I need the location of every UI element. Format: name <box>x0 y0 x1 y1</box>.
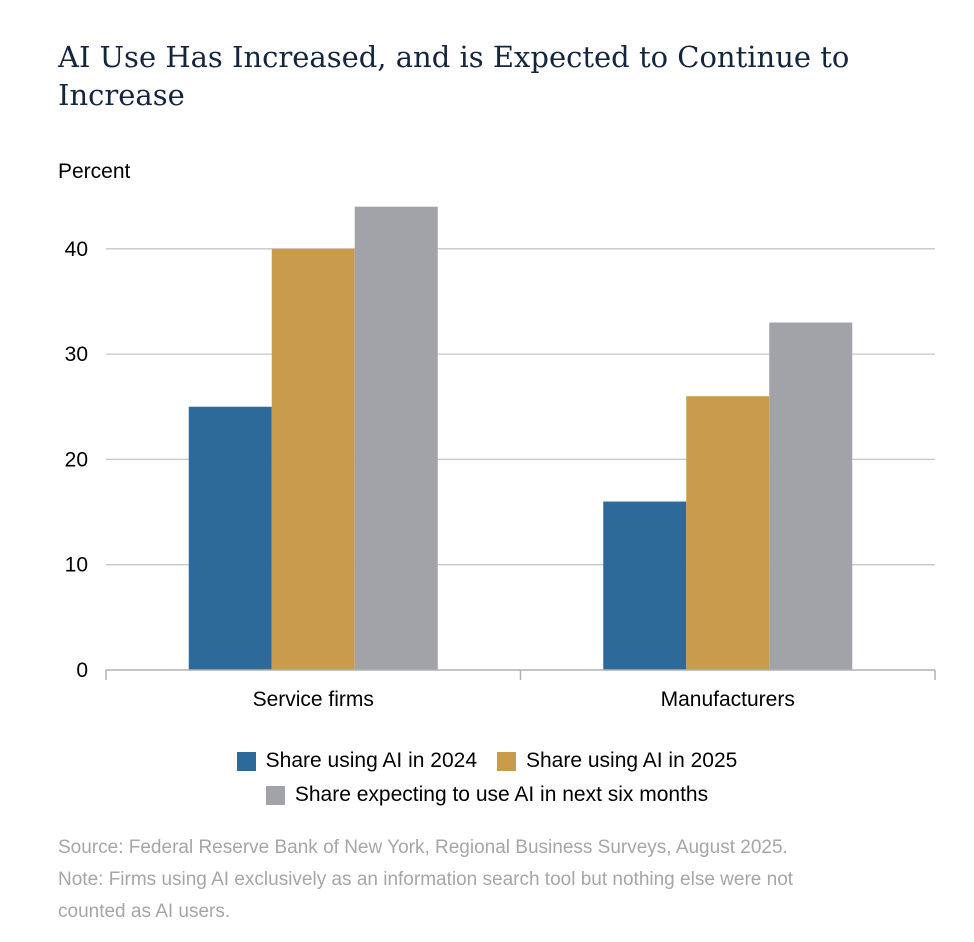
note-line-2: counted as AI users. <box>58 901 231 922</box>
y-axis-label: Percent <box>58 160 131 183</box>
y-tick-label-30: 30 <box>65 343 88 366</box>
bar-chart: 0 10 20 30 40 Service firms Manufacturers <box>65 206 936 711</box>
x-axis <box>105 669 936 680</box>
legend-swatch-2024 <box>236 751 256 771</box>
bar-service-firms-series-1 <box>188 406 272 670</box>
x-tick-label-2: Manufacturers <box>661 688 795 711</box>
legend-item-2024: Share using AI in 2024 <box>236 749 477 773</box>
legend: Share using AI in 2024 Share using AI in… <box>0 744 974 812</box>
x-tick-label-1: Service firms <box>253 688 374 711</box>
bar-manufacturers-series-1 <box>603 501 687 670</box>
chart-title: AI Use Has Increased, and is Expected to… <box>58 40 850 112</box>
legend-label-next-six-months: Share expecting to use AI in next six mo… <box>294 783 709 806</box>
bar-manufacturers-series-2 <box>686 396 770 670</box>
legend-swatch-2025 <box>497 751 516 771</box>
legend-item-2025: Share using AI in 2025 <box>497 749 737 773</box>
legend-label-2025: Share using AI in 2025 <box>526 749 738 772</box>
legend-item-next-six-months: Share expecting to use AI in next six mo… <box>265 783 709 807</box>
bar-service-firms-series-2 <box>271 248 355 671</box>
bars <box>188 206 853 671</box>
y-tick-label-40: 40 <box>65 238 88 261</box>
bar-service-firms-series-3 <box>354 206 438 670</box>
x-tick-labels: Service firms Manufacturers <box>253 688 795 711</box>
y-tick-label-10: 10 <box>65 554 88 577</box>
bar-manufacturers-series-3 <box>769 322 853 670</box>
source-notes: Source: Federal Reserve Bank of New York… <box>58 832 938 928</box>
y-tick-label-0: 0 <box>76 659 88 682</box>
y-tick-labels: 0 10 20 30 40 <box>65 238 88 682</box>
note-line-1: Note: Firms using AI exclusively as an i… <box>58 869 794 890</box>
legend-swatch-next-six-months <box>265 785 285 805</box>
source-text: Source: Federal Reserve Bank of New York… <box>58 837 788 858</box>
legend-label-2024: Share using AI in 2024 <box>265 749 477 772</box>
y-tick-label-20: 20 <box>65 448 88 471</box>
